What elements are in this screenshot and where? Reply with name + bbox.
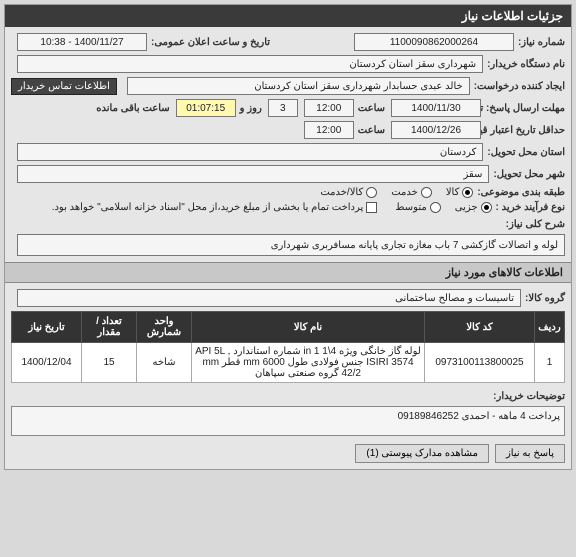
deadline-days-label: روز و bbox=[240, 103, 262, 114]
cell-name: لوله گاز خانگی ویژه in 1 1\4 شماره استان… bbox=[192, 343, 425, 383]
attachments-button[interactable]: مشاهده مدارک پیوستی (1) bbox=[355, 444, 489, 463]
panel-title: جزئیات اطلاعات نیاز bbox=[5, 5, 571, 27]
need-number-value: 1100090862000264 bbox=[354, 33, 514, 51]
province-label: استان محل تحویل: bbox=[487, 147, 565, 158]
col-idx: ردیف bbox=[535, 312, 565, 343]
radio-label: کالا/خدمت bbox=[320, 187, 363, 198]
validity-time-label: ساعت bbox=[358, 125, 385, 136]
need-number-label: شماره نیاز: bbox=[518, 37, 565, 48]
col-code: کد کالا bbox=[425, 312, 535, 343]
category-radio-group: کالا خدمت کالا/خدمت bbox=[320, 187, 473, 198]
table-row[interactable]: 1 0973100113800025 لوله گاز خانگی ویژه i… bbox=[12, 343, 565, 383]
radio-label: جزیی bbox=[455, 202, 478, 213]
col-date: تاریخ نیاز bbox=[12, 312, 82, 343]
radio-icon bbox=[430, 202, 441, 213]
cell-idx: 1 bbox=[535, 343, 565, 383]
radio-icon bbox=[481, 202, 492, 213]
radio-icon bbox=[462, 187, 473, 198]
radio-icon bbox=[421, 187, 432, 198]
respond-button[interactable]: پاسخ به نیاز bbox=[495, 444, 565, 463]
treasury-checkbox[interactable]: پرداخت تمام یا بخشی از مبلغ خرید،از محل … bbox=[52, 202, 378, 213]
need-summary-value: لوله و اتصالات گازکشی 7 باب مغازه تجاری … bbox=[17, 234, 565, 256]
requester-value: خالد عبدی حسابدار شهرداری سقز استان کردس… bbox=[127, 77, 470, 95]
deadline-date: 1400/11/30 bbox=[391, 99, 481, 117]
city-label: شهر محل تحویل: bbox=[493, 169, 565, 180]
radio-icon bbox=[366, 187, 377, 198]
category-option-goods[interactable]: کالا bbox=[446, 187, 474, 198]
buyer-desc-value: پرداخت 4 ماهه - احمدی 09189846252 bbox=[11, 406, 565, 436]
process-label: نوع فرآیند خرید : bbox=[496, 202, 565, 213]
deadline-remain-label: ساعت باقی مانده bbox=[96, 103, 169, 114]
col-name: نام کالا bbox=[192, 312, 425, 343]
category-option-both[interactable]: کالا/خدمت bbox=[320, 187, 377, 198]
city-value: سقز bbox=[17, 165, 489, 183]
cell-qty: 15 bbox=[82, 343, 137, 383]
group-value: تاسیسات و مصالح ساختمانی bbox=[17, 289, 521, 307]
items-tbody: 1 0973100113800025 لوله گاز خانگی ویژه i… bbox=[12, 343, 565, 383]
deadline-remain: 01:07:15 bbox=[176, 99, 236, 117]
process-option-minor[interactable]: جزیی bbox=[455, 202, 492, 213]
buyer-label: نام دستگاه خریدار: bbox=[487, 59, 565, 70]
need-summary-label: شرح کلی نیاز: bbox=[506, 219, 565, 230]
category-option-service[interactable]: خدمت bbox=[391, 187, 432, 198]
deadline-label: مهلت ارسال پاسخ: تا تاریخ: bbox=[485, 103, 565, 114]
process-option-medium[interactable]: متوسط bbox=[395, 202, 440, 213]
deadline-days: 3 bbox=[268, 99, 298, 117]
announce-value: 1400/11/27 - 10:38 bbox=[17, 33, 147, 51]
checkbox-label: پرداخت تمام یا بخشی از مبلغ خرید،از محل … bbox=[52, 202, 364, 213]
validity-label: حداقل تاریخ اعتبار قیمت: تا تاریخ: bbox=[485, 125, 565, 136]
requester-label: ایجاد کننده درخواست: bbox=[474, 81, 565, 92]
process-radio-group: جزیی متوسط bbox=[395, 202, 491, 213]
cell-unit: شاخه bbox=[137, 343, 192, 383]
col-unit: واحد شمارش bbox=[137, 312, 192, 343]
province-value: کردستان bbox=[17, 143, 483, 161]
deadline-time: 12:00 bbox=[304, 99, 354, 117]
category-label: طبقه بندی موضوعی: bbox=[477, 187, 565, 198]
radio-label: کالا bbox=[446, 187, 460, 198]
group-label: گروه کالا: bbox=[525, 293, 565, 304]
col-qty: تعداد / مقدار bbox=[82, 312, 137, 343]
contact-info-button[interactable]: اطلاعات تماس خریدار bbox=[11, 78, 117, 95]
radio-label: خدمت bbox=[391, 187, 418, 198]
validity-date: 1400/12/26 bbox=[391, 121, 481, 139]
items-section-header: اطلاعات کالاهای مورد نیاز bbox=[5, 262, 571, 283]
cell-date: 1400/12/04 bbox=[12, 343, 82, 383]
radio-label: متوسط bbox=[395, 202, 426, 213]
buyer-value: شهرداری سقز استان کردستان bbox=[17, 55, 483, 73]
announce-label: تاریخ و ساعت اعلان عمومی: bbox=[151, 37, 270, 48]
checkbox-icon bbox=[366, 202, 377, 213]
cell-code: 0973100113800025 bbox=[425, 343, 535, 383]
items-table: ردیف کد کالا نام کالا واحد شمارش تعداد /… bbox=[11, 311, 565, 383]
validity-time: 12:00 bbox=[304, 121, 354, 139]
deadline-time-label: ساعت bbox=[358, 103, 385, 114]
buyer-desc-label: توضیحات خریدار: bbox=[493, 391, 565, 402]
